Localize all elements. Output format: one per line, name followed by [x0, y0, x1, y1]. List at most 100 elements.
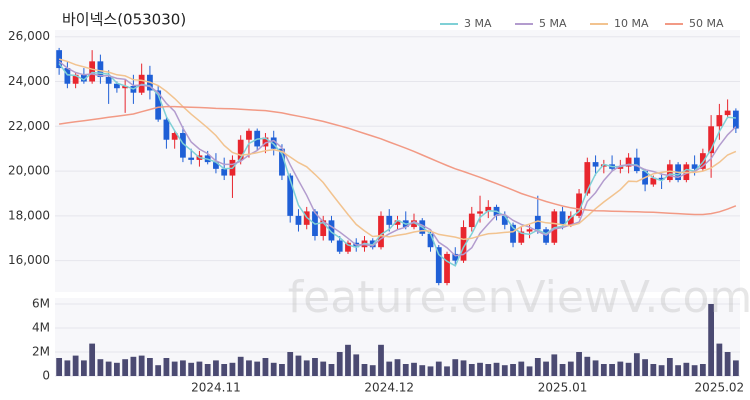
volume-bar: [600, 364, 607, 376]
volume-bar: [576, 352, 582, 376]
candle-body: [444, 253, 450, 284]
y-tick-label: 6M: [32, 297, 50, 311]
candle-body: [345, 242, 351, 252]
volume-bar: [171, 361, 178, 376]
candle-body: [262, 137, 269, 147]
volume-bar: [468, 364, 475, 376]
volume-bar: [518, 361, 525, 376]
y-tick-label: 18,000: [8, 208, 50, 222]
ma-line: [58, 105, 737, 216]
volume-bar: [163, 358, 170, 376]
volume-bar: [534, 358, 541, 376]
volume-bar: [394, 359, 401, 376]
volume-bar: [485, 364, 492, 376]
volume-bar: [609, 364, 615, 376]
candle-body: [97, 61, 104, 78]
volume-bar: [89, 343, 96, 376]
volume-bar: [147, 358, 153, 376]
candle-body: [534, 215, 541, 230]
candle-body: [617, 166, 624, 169]
candle-body: [650, 177, 657, 185]
volume-bar: [435, 361, 442, 376]
volume-bar: [543, 361, 549, 376]
volume-bar: [97, 359, 104, 376]
volume-bar: [592, 360, 599, 376]
volume-bar: [567, 361, 574, 376]
volume-bar: [633, 353, 640, 376]
y-tick-label: 0: [42, 369, 50, 383]
volume-bar: [460, 360, 467, 376]
x-tick-label: 2024.12: [364, 381, 414, 395]
candle-body: [72, 74, 79, 84]
candle-body: [658, 177, 665, 181]
x-tick-label: 2025.01: [538, 381, 588, 395]
candle-body: [188, 157, 195, 160]
volume-bar: [584, 356, 591, 376]
candle-body: [155, 90, 162, 120]
candle-body: [328, 220, 335, 241]
volume-bar: [56, 358, 63, 376]
volume-bar: [369, 365, 376, 376]
volume-bar: [732, 360, 739, 376]
candle-body: [270, 137, 277, 149]
volume-bar: [658, 365, 665, 376]
candle-body: [477, 211, 483, 214]
volume-bar: [114, 362, 120, 376]
candle-body: [501, 215, 508, 225]
candle-body: [80, 74, 87, 82]
candle-body: [468, 213, 475, 228]
volume-bar: [724, 352, 731, 376]
candle-body: [510, 224, 516, 243]
candle-body: [518, 231, 525, 243]
volume-bar: [386, 361, 393, 376]
volume-bar: [270, 362, 277, 376]
volume-bar: [130, 356, 137, 376]
candle-body: [287, 175, 294, 216]
y-tick-label: 2M: [32, 345, 50, 359]
volume-bar: [501, 365, 508, 376]
volume-bar: [452, 359, 459, 376]
volume-bar: [204, 364, 211, 376]
candle-body: [246, 130, 252, 140]
legend-label: 3 MA: [464, 17, 492, 30]
volume-bar: [246, 360, 252, 376]
candle-body: [716, 115, 723, 127]
candle-body: [584, 162, 591, 194]
candle-body: [386, 215, 393, 225]
candle-body: [114, 83, 120, 89]
candle-body: [295, 215, 302, 225]
volume-bar: [213, 360, 219, 376]
candle-body: [237, 139, 244, 160]
volume-bar: [493, 362, 500, 376]
volume-bar: [353, 354, 360, 376]
volume-bar: [180, 360, 186, 376]
candle-body: [625, 157, 632, 167]
volume-bar: [196, 361, 203, 376]
volume-bar: [254, 361, 261, 376]
volume-bar: [402, 364, 409, 376]
volume-bar: [444, 366, 450, 376]
y-tick-label: 20,000: [8, 164, 50, 178]
candle-body: [213, 162, 219, 169]
volume-bar: [419, 365, 426, 376]
candle-body: [180, 133, 186, 158]
volume-bar: [312, 358, 318, 376]
volume-bar: [303, 360, 310, 376]
volume-bar: [155, 365, 162, 376]
volume-bar: [427, 366, 434, 376]
candle-body: [732, 110, 739, 129]
candle-body: [411, 220, 417, 228]
chart-title: 바이넥스(053030): [62, 11, 186, 29]
candle-body: [460, 227, 467, 261]
volume-bar: [328, 364, 335, 376]
candle-body: [336, 240, 343, 252]
volume-bar: [691, 365, 698, 376]
candle-body: [105, 77, 112, 84]
candle-body: [567, 215, 574, 225]
y-tick-label: 16,000: [8, 253, 50, 267]
y-tick-label: 22,000: [8, 119, 50, 133]
candle-body: [666, 164, 673, 181]
candle-body: [279, 148, 285, 176]
volume-bar: [477, 362, 483, 376]
